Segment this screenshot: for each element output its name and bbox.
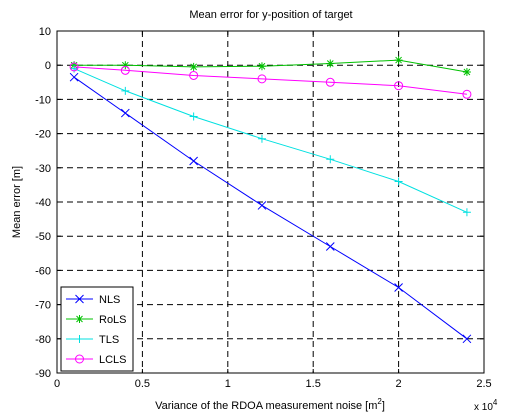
x-tick-label: 0 xyxy=(54,378,60,390)
y-tick-label: -70 xyxy=(35,300,51,312)
x-axis-multiplier: x 104 xyxy=(474,398,498,413)
data-point-marker xyxy=(462,68,471,77)
x-axis-multiplier-base: x 10 xyxy=(474,402,493,413)
data-point-marker xyxy=(394,81,404,91)
y-tick-label: -40 xyxy=(35,197,51,209)
data-point-marker xyxy=(326,155,335,164)
data-point-marker xyxy=(462,89,472,99)
data-point-marker xyxy=(120,108,130,118)
x-axis-label-superscript: 2 xyxy=(377,397,382,406)
y-tick-label: -80 xyxy=(35,334,51,346)
legend-item-tls: TLS xyxy=(66,334,119,346)
chart-title: Mean error for y-position of target xyxy=(189,9,352,21)
legend-label: RoLS xyxy=(99,314,127,326)
data-point-marker xyxy=(75,294,84,304)
data-point-marker xyxy=(325,242,335,251)
data-point-marker xyxy=(462,334,472,344)
data-point-marker xyxy=(121,86,130,95)
data-point-marker xyxy=(257,134,266,143)
x-tick-label: 2.5 xyxy=(476,378,491,390)
series-rols xyxy=(70,56,471,77)
y-tick-label: -60 xyxy=(35,265,51,277)
data-point-marker xyxy=(257,62,266,71)
y-tick-label: 10 xyxy=(39,26,51,38)
data-point-marker xyxy=(325,77,335,87)
legend-label: TLS xyxy=(99,334,119,346)
series-line xyxy=(74,66,467,95)
y-tick-label: -50 xyxy=(35,231,51,243)
legend-label: NLS xyxy=(99,294,120,306)
data-point-marker xyxy=(120,65,130,75)
data-point-marker xyxy=(189,62,198,71)
axis-ticks: 0 0.5 1 1.5 2 2.5 10 0 -10 -20 -30 -40 -50 -60 -70 -80 -… xyxy=(35,26,492,390)
data-point-marker xyxy=(394,283,403,292)
x-axis-multiplier-exponent: 4 xyxy=(493,398,498,407)
data-point-marker xyxy=(69,72,79,82)
y-axis-label: Mean error [m] xyxy=(11,166,23,238)
y-tick-label: -10 xyxy=(35,94,51,106)
data-point-marker xyxy=(75,354,84,364)
data-point-marker xyxy=(75,315,84,323)
y-tick-label: -20 xyxy=(35,129,51,141)
legend: NLS RoLS TLS LCLS xyxy=(60,286,134,372)
data-point-marker xyxy=(75,335,84,343)
data-point-marker xyxy=(69,62,79,72)
data-point-marker xyxy=(257,74,267,84)
data-point-marker xyxy=(394,177,403,186)
legend-box xyxy=(60,286,134,372)
series-tls xyxy=(70,64,471,217)
x-axis-label: Variance of the RDOA measurement noise [… xyxy=(155,397,385,412)
data-point-marker xyxy=(189,70,199,80)
y-tick-label: 0 xyxy=(45,60,51,72)
x-tick-label: 1 xyxy=(225,378,231,390)
series-layer xyxy=(69,56,472,344)
y-tick-label: -90 xyxy=(35,368,51,380)
x-axis-label-main: Variance of the RDOA measurement noise [… xyxy=(155,400,377,412)
series-nls xyxy=(69,72,472,344)
data-point-marker xyxy=(189,156,198,166)
x-axis-label-suffix: ] xyxy=(382,400,385,412)
legend-item-rols: RoLS xyxy=(66,314,127,326)
legend-label: LCLS xyxy=(99,354,127,366)
legend-item-lcls: LCLS xyxy=(66,354,127,366)
x-tick-label: 2 xyxy=(396,378,402,390)
data-point-marker xyxy=(394,56,403,65)
data-point-marker xyxy=(121,61,130,70)
x-tick-label: 0.5 xyxy=(135,378,150,390)
data-point-marker xyxy=(189,112,198,121)
y-tick-label: -30 xyxy=(35,163,51,175)
data-point-marker xyxy=(326,59,335,68)
series-lcls xyxy=(69,62,472,99)
data-point-marker xyxy=(257,201,267,210)
legend-item-nls: NLS xyxy=(66,294,120,306)
x-tick-label: 1.5 xyxy=(306,378,321,390)
data-point-marker xyxy=(462,208,471,217)
